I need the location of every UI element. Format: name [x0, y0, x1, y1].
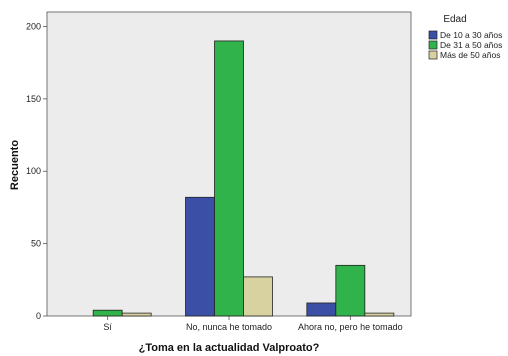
bar: [121, 312, 152, 317]
x-axis: Sí No, nunca he tomado Ahora no, pero he t…: [103, 316, 403, 332]
y-axis: 0 50 100 150 200: [26, 21, 47, 321]
legend-label: De 10 a 30 años: [440, 30, 502, 40]
bar: [335, 264, 366, 317]
legend-title: Edad: [443, 14, 466, 25]
y-axis-title: Recuento: [9, 140, 21, 190]
y-tick-label: 50: [31, 239, 41, 249]
bar: [214, 40, 244, 317]
legend-label: Más de 50 años: [440, 50, 500, 60]
x-tick-label: No, nunca he tomado: [186, 322, 272, 332]
bar: [243, 276, 273, 317]
x-tick-label: Sí: [103, 322, 112, 332]
y-tick-label: 100: [26, 166, 41, 176]
y-tick-label: 150: [26, 94, 41, 104]
y-tick-label: 200: [26, 21, 41, 31]
x-tick-label: Ahora no, pero he tomado: [298, 322, 403, 332]
legend-label: De 31 a 50 años: [440, 40, 502, 50]
legend-swatch: [428, 30, 438, 40]
bars: [92, 40, 395, 317]
bar: [306, 302, 337, 317]
bar: [92, 309, 123, 317]
legend-swatch: [428, 40, 438, 50]
bar: [364, 312, 395, 317]
x-axis-title: ¿Toma en la actualidad Valproato?: [139, 342, 320, 354]
y-tick-label: 0: [36, 311, 41, 321]
bar: [185, 196, 215, 317]
legend-swatch: [428, 50, 438, 60]
